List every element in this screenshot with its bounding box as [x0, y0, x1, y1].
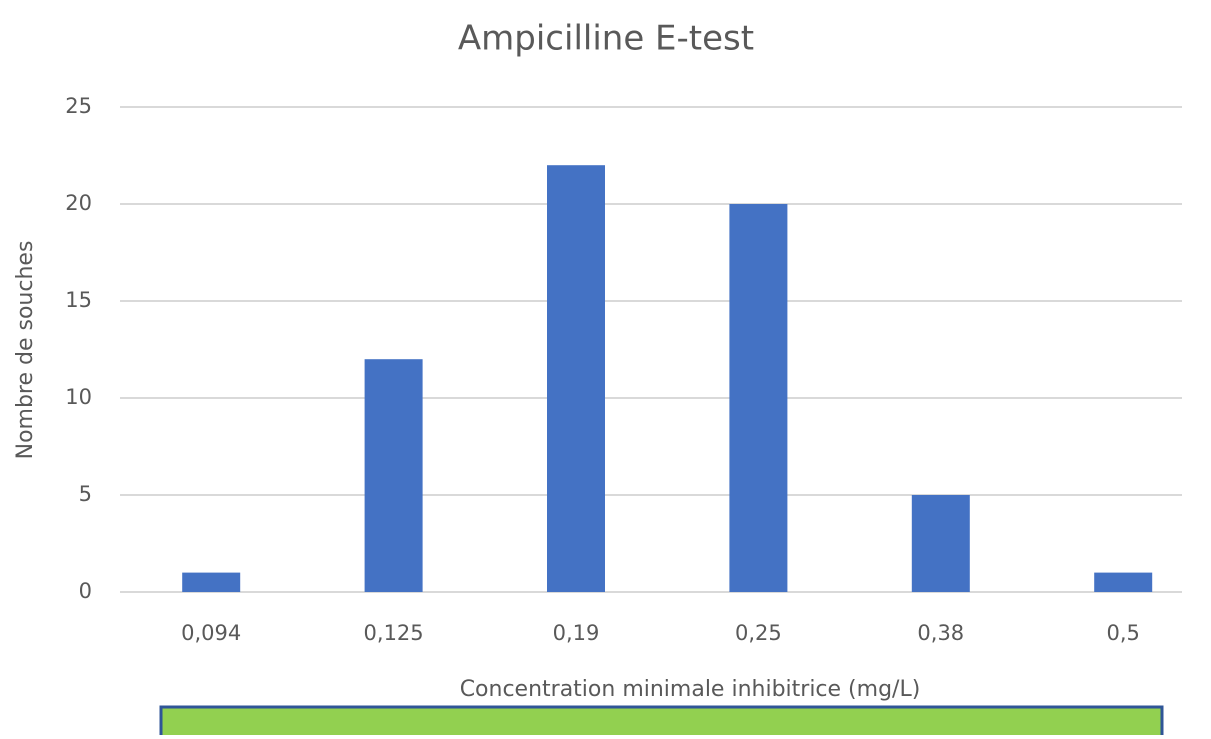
x-tick-label: 0,125 [364, 621, 424, 645]
chart-title: Ampicilline E-test [458, 19, 754, 59]
x-tick-label: 0,38 [917, 621, 964, 645]
x-tick-label: 0,19 [553, 621, 600, 645]
bar [182, 572, 241, 592]
x-axis-title: Concentration minimale inhibitrice (mg/L… [460, 677, 921, 702]
x-tick-label: 0,25 [735, 621, 782, 645]
bar [1094, 572, 1153, 592]
y-tick-label: 5 [79, 482, 92, 506]
bar [729, 204, 788, 592]
bar [911, 495, 970, 592]
y-tick-label: 0 [79, 579, 92, 603]
y-tick-label: 10 [65, 385, 92, 409]
y-tick-label: 15 [65, 288, 92, 312]
y-axis-title: Nombre de souches [13, 241, 38, 460]
bar [547, 165, 605, 592]
y-tick-label: 25 [65, 94, 92, 118]
x-tick-label: 0,094 [181, 621, 241, 645]
bar [364, 359, 423, 592]
x-tick-label: 0,5 [1106, 621, 1139, 645]
green-box [159, 705, 1164, 739]
y-tick-label: 20 [65, 191, 92, 215]
